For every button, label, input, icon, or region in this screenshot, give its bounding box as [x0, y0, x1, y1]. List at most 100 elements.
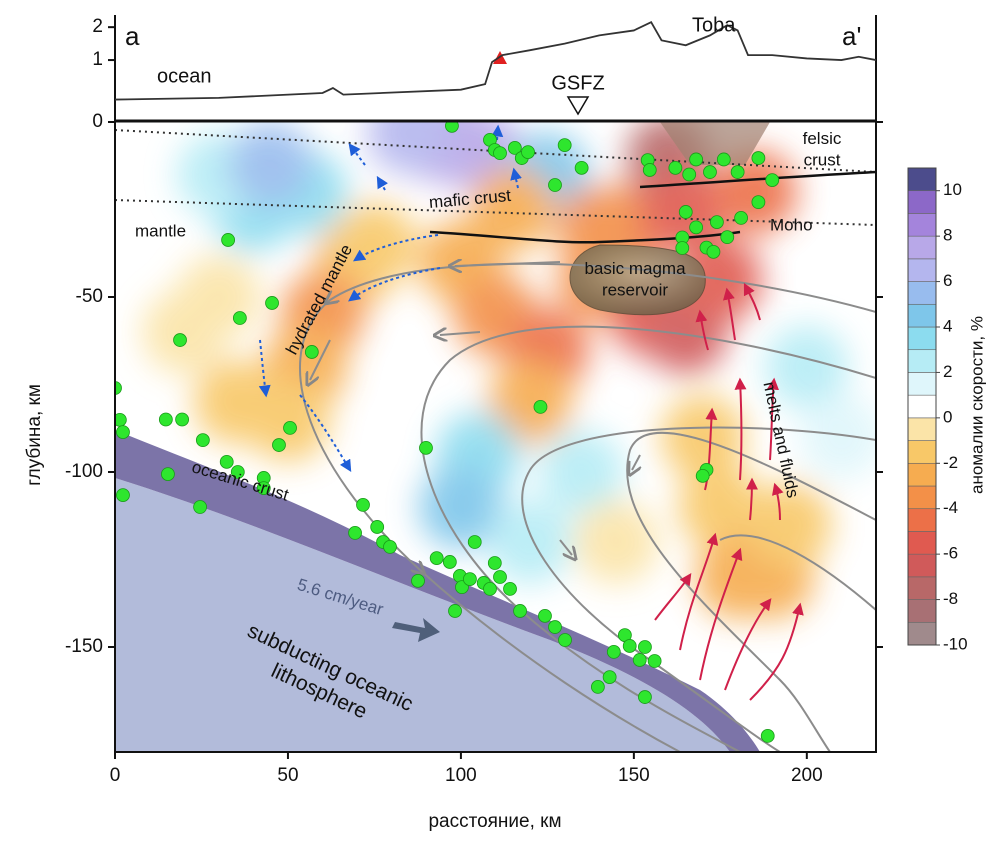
y-tick-label: -50 [76, 286, 103, 307]
colorbar-bin [908, 531, 936, 554]
earthquake [548, 621, 561, 634]
annotation: Toba [692, 14, 736, 36]
earthquake [731, 166, 744, 179]
earthquake [752, 196, 765, 209]
earthquake [707, 245, 720, 258]
colorbar-bin [908, 236, 936, 259]
colorbar-bin [908, 282, 936, 305]
figure: 12 050100150200-150-100-500 -10-8-6-4-20… [0, 0, 988, 836]
earthquake [430, 552, 443, 565]
anomaly [575, 500, 659, 584]
earthquake [575, 161, 588, 174]
earthquake [735, 211, 748, 224]
earthquake [761, 729, 774, 742]
colorbar-bin [908, 350, 936, 373]
earthquake [116, 426, 129, 439]
earthquake [607, 645, 620, 658]
colorbar-bin [908, 213, 936, 236]
earthquake [449, 604, 462, 617]
x-tick-label: 200 [791, 765, 823, 786]
colorbar-bin [908, 259, 936, 282]
earthquake [174, 334, 187, 347]
x-tick-label: 50 [277, 765, 298, 786]
colorbar-bin [908, 327, 936, 350]
topo-tick-label: 1 [92, 49, 103, 70]
earthquake [669, 161, 682, 174]
colorbar-tick-label: -4 [943, 498, 958, 517]
colorbar-tick-label: -6 [943, 544, 958, 563]
earthquake [710, 216, 723, 229]
earthquake [648, 655, 661, 668]
earthquake [419, 441, 432, 454]
colorbar-tick-label: 10 [943, 180, 962, 199]
earthquake [159, 413, 172, 426]
earthquake [463, 573, 476, 586]
earthquake [196, 434, 209, 447]
colorbar-tick-label: 6 [943, 271, 952, 290]
colorbar-bin [908, 463, 936, 486]
earthquake [305, 345, 318, 358]
colorbar-tick-label: -10 [943, 634, 968, 653]
colorbar-tick-label: 4 [943, 316, 952, 335]
earthquake [284, 421, 297, 434]
earthquake [493, 571, 506, 584]
colorbar-tick-label: 8 [943, 226, 952, 245]
earthquake [683, 168, 696, 181]
anomaly [367, 91, 451, 175]
earthquake [468, 536, 481, 549]
annotation: GSFZ [551, 72, 604, 94]
colorbar-tick-label: -8 [943, 589, 958, 608]
annotation: Moho [770, 215, 813, 234]
earthquake [752, 152, 765, 165]
anomaly [194, 360, 278, 444]
anomaly [229, 122, 313, 206]
earthquake [690, 221, 703, 234]
earthquake [176, 413, 189, 426]
anomaly [799, 395, 883, 479]
y-tick-label: -150 [65, 636, 103, 657]
earthquake [717, 153, 730, 166]
earthquake [538, 609, 551, 622]
earthquake [603, 671, 616, 684]
topo-tick-label: 2 [92, 16, 103, 37]
earthquake [591, 680, 604, 693]
colorbar: -10-8-6-4-20246810 [908, 168, 968, 653]
earthquake [266, 296, 279, 309]
earthquake [116, 489, 129, 502]
earthquake [371, 520, 384, 533]
colorbar-bin [908, 486, 936, 509]
panel-label: a [125, 21, 140, 51]
colorbar-tick-label: 2 [943, 362, 952, 381]
earthquake [412, 574, 425, 587]
colorbar-label: аномалии скорости, % [967, 316, 986, 494]
colorbar-bin [908, 168, 936, 191]
earthquake [194, 501, 207, 514]
earthquake [272, 439, 285, 452]
annotation: ocean [157, 65, 212, 87]
earthquake [233, 312, 246, 325]
earthquake [493, 147, 506, 160]
earthquake [443, 555, 456, 568]
earthquake [638, 691, 651, 704]
colorbar-bin [908, 600, 936, 623]
colorbar-bin [908, 441, 936, 464]
gsfz-marker [568, 97, 588, 114]
earthquake [383, 540, 396, 553]
earthquake [638, 641, 651, 654]
earthquake [488, 557, 501, 570]
x-tick-label: 150 [618, 765, 650, 786]
earthquake [559, 634, 572, 647]
y-axis-label: глубина, км [24, 384, 45, 486]
y-tick-label: 0 [92, 111, 103, 132]
earthquake [357, 498, 370, 511]
earthquake [679, 205, 692, 218]
colorbar-tick-label: 0 [943, 407, 952, 426]
earthquake [766, 174, 779, 187]
earthquake [483, 582, 496, 595]
earthquake [690, 153, 703, 166]
panel-label: a' [842, 21, 861, 51]
x-tick-label: 0 [110, 765, 121, 786]
earthquake [633, 653, 646, 666]
earthquake [703, 166, 716, 179]
